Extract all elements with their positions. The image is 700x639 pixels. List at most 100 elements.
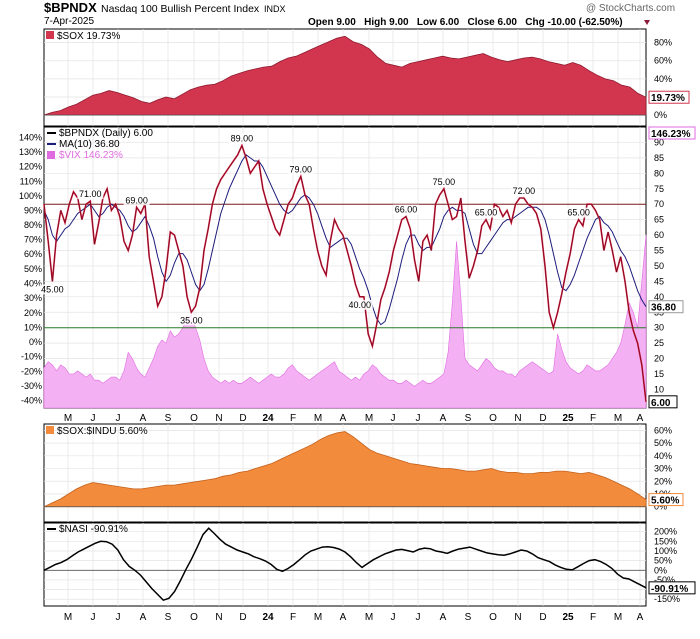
bpndx-last-value-box [648,395,678,409]
sox-indu-tick-label: 20% [654,476,672,486]
month-label-bottom: J [416,612,421,623]
month-label: O [190,413,198,424]
month-label-bottom: 24 [262,612,274,623]
bpndx-tick-label: 75 [654,184,664,194]
annotation-bg [287,164,314,175]
month-label: M [614,413,622,424]
bpndx-tick-label: 55 [654,246,664,256]
bpndx-annotation: 65.00 [567,208,590,218]
sox-indu-last-value-box [648,493,684,507]
month-label-bottom: J [116,612,121,623]
month-label: A [637,413,644,424]
vix-legend: $VIX 146.23% [59,150,123,161]
vix-tick-label: 110% [20,176,42,186]
nasi-tick-label: 50% [654,556,672,566]
bpndx-annotation: 72.00 [513,186,536,196]
bpndx-tick-label: 20 [654,354,664,364]
month-label: M [365,413,373,424]
month-label: S [465,413,472,424]
vix-tick-label: 30% [24,293,42,303]
month-label: 25 [562,413,574,424]
bpndx-annotation: 40.00 [348,300,371,310]
bpndx-annotation: 45.00 [41,284,64,294]
bpndx-last-value: 6.00 [651,398,671,409]
bpndx-tick-label: 40 [654,292,664,302]
vix-tick-label: -40% [21,395,42,405]
ma-legend: MA(10) 36.80 [59,139,120,150]
sox-tick-label: 80% [654,38,672,48]
bpndx-annotation: 71.00 [79,189,102,199]
annotation-bg [39,284,66,295]
chart-exchange: INDX [264,4,286,14]
sox-indu-tick-label: 50% [654,438,672,448]
vix-tick-label: 90% [24,205,42,215]
ma-last-value-box [648,300,684,314]
chart-title: Nasdaq 100 Bullish Percent Index [101,3,260,15]
month-label-bottom: F [590,612,596,623]
vix-last-value: 146.23% [651,129,691,140]
bpndx-tick-label: 70 [654,199,664,209]
nasi-tick-label: 0% [654,565,667,575]
chart-symbol: $BPNDX [44,0,97,15]
annotation-bg [393,204,420,215]
annotation-bg [565,207,592,218]
bpndx-tick-label: 25 [654,338,664,348]
nasi-last-value-box [648,581,696,595]
bpndx-tick-label: 60 [654,230,664,240]
vix-tick-label: 120% [19,162,42,172]
vix-legend-swatch [47,151,55,159]
nasi-legend: $NASI -90.91% [59,524,128,535]
vix-tick-label: 40% [24,279,42,289]
nasi-line [43,527,647,602]
month-label-bottom: F [290,612,296,623]
month-label-bottom: O [489,612,497,623]
vix-tick-label: 60% [24,249,42,259]
ohlc-readout: Open 9.00 High 9.00 Low 6.00 Close 6.00 … [308,17,623,28]
month-label-bottom: M [314,612,322,623]
month-label-bottom: A [140,612,147,623]
sox-legend-swatch [46,31,54,39]
nasi-tick-label: 150% [654,536,677,546]
month-label-bottom: A [340,612,347,623]
bpndx-annotation: 89.00 [231,134,254,144]
sox-indu-tick-label: 60% [654,425,672,435]
nasi-tick-label: -150% [654,594,680,604]
month-label-bottom: M [614,612,622,623]
month-label-bottom: D [239,612,246,623]
sox-tick-label: 60% [654,56,672,66]
vix-tick-label: 50% [24,264,42,274]
month-label: D [539,413,546,424]
nasi-tick-label: 100% [654,546,677,556]
sox-area [43,35,647,116]
vix-tick-label: 80% [24,220,42,230]
vix-tick-label: 140% [19,132,42,142]
month-label-bottom: D [539,612,546,623]
month-label-bottom: 25 [562,612,574,623]
chart-credit: @ StockCharts.com [586,3,675,14]
month-label-bottom: J [91,612,96,623]
bpndx-annotation: 66.00 [395,205,418,215]
month-label: M [64,413,72,424]
bpndx-tick-label: 15 [654,369,664,379]
vix-last-value-box [648,126,696,140]
vix-tick-label: -30% [21,381,42,391]
bpndx-annotation: 65.00 [475,208,498,218]
chg-down-arrow-icon [644,20,650,25]
vix-area [43,235,647,409]
month-label-bottom: M [64,612,72,623]
bpndx-annotation: 79.00 [290,164,313,174]
bpndx-tick-label: 10 [654,384,664,394]
bpndx-tick-label: 50 [654,261,664,271]
vix-tick-label: -20% [21,366,42,376]
month-label: D [239,413,246,424]
month-label: J [116,413,121,424]
month-label-bottom: S [165,612,172,623]
sox-tick-label: 40% [654,74,672,84]
bpndx-legend: $BPNDX (Daily) 6.00 [59,128,153,139]
vix-tick-label: 0% [29,337,42,347]
bpndx-tick-label: 30 [654,323,664,333]
month-label: O [489,413,497,424]
month-label: N [215,413,222,424]
sox-indu-legend-swatch [46,426,54,434]
